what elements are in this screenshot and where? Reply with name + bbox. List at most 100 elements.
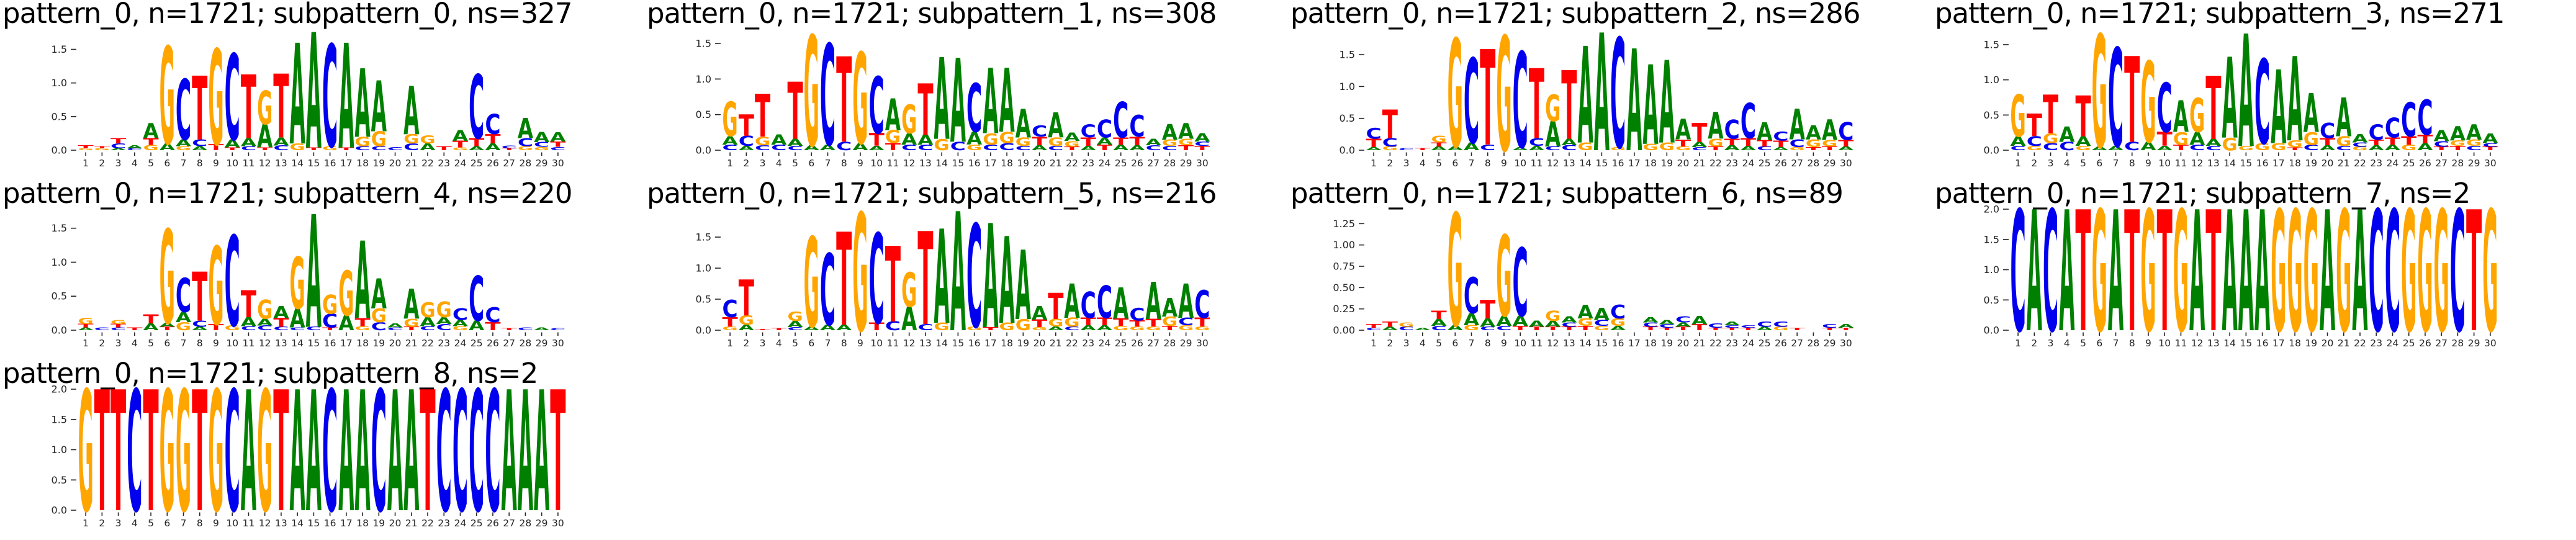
svg-text:26: 26 — [487, 338, 499, 349]
svg-text:A: A — [901, 300, 917, 338]
svg-text:G: G — [176, 320, 191, 333]
svg-text:9: 9 — [2145, 338, 2151, 349]
svg-text:A: A — [2189, 180, 2205, 360]
svg-text:G: G — [160, 360, 175, 540]
svg-text:T: T — [469, 137, 484, 149]
svg-text:G: G — [78, 148, 94, 151]
svg-text:1.0: 1.0 — [52, 444, 67, 456]
svg-text:A: A — [518, 360, 533, 540]
svg-text:T: T — [771, 328, 788, 331]
svg-text:6: 6 — [2096, 158, 2102, 169]
svg-text:17: 17 — [340, 338, 353, 349]
svg-text:A: A — [2320, 144, 2335, 152]
svg-text:11: 11 — [2175, 338, 2187, 349]
svg-text:A: A — [2108, 180, 2123, 360]
svg-text:A: A — [852, 142, 868, 153]
svg-text:A: A — [950, 35, 966, 169]
svg-text:G: G — [94, 148, 110, 151]
svg-text:A: A — [160, 142, 175, 152]
svg-text:23: 23 — [1082, 158, 1094, 169]
svg-text:A: A — [403, 73, 419, 150]
svg-text:A: A — [2238, 2, 2254, 180]
svg-text:A: A — [1162, 120, 1178, 145]
svg-text:T: T — [739, 109, 754, 143]
svg-text:T: T — [420, 360, 435, 540]
svg-text:0.5: 0.5 — [696, 294, 711, 305]
svg-text:A: A — [469, 145, 485, 151]
svg-text:A: A — [2092, 146, 2108, 151]
svg-text:G: G — [804, 214, 819, 356]
svg-text:G: G — [420, 134, 435, 146]
svg-text:18: 18 — [1001, 338, 1013, 349]
svg-text:26: 26 — [487, 158, 499, 169]
svg-text:G: G — [1382, 146, 1398, 151]
svg-text:C: C — [1757, 146, 1772, 151]
svg-text:5: 5 — [792, 158, 798, 169]
svg-text:15: 15 — [952, 158, 965, 169]
svg-text:T: T — [1194, 145, 1210, 152]
svg-text:A: A — [143, 119, 159, 143]
svg-text:G: G — [1496, 5, 1511, 180]
svg-text:C: C — [257, 324, 272, 332]
svg-text:A: A — [2369, 144, 2384, 152]
svg-text:T: T — [1659, 327, 1675, 331]
sequence-logo-plot: 0.00.51.01.51 2 3 4 5 6 7 8 9 10 11 12 13 14 15 16 17 18 1… — [1984, 2, 2499, 180]
svg-text:0.0: 0.0 — [696, 145, 711, 156]
svg-text:A: A — [723, 134, 739, 148]
svg-text:A: A — [2222, 36, 2238, 164]
svg-text:G: G — [2336, 180, 2351, 360]
svg-text:26: 26 — [1775, 338, 1787, 349]
svg-text:A: A — [1838, 146, 1854, 151]
svg-text:17: 17 — [2272, 158, 2285, 169]
svg-text:T: T — [1162, 325, 1178, 331]
svg-text:C: C — [1642, 322, 1658, 328]
svg-text:T: T — [94, 360, 110, 540]
svg-text:C: C — [485, 108, 500, 141]
svg-text:12: 12 — [1547, 158, 1559, 169]
svg-text:13: 13 — [919, 158, 932, 169]
svg-text:A: A — [241, 360, 256, 540]
svg-text:A: A — [1545, 319, 1561, 329]
svg-text:A: A — [739, 145, 755, 152]
svg-text:3: 3 — [1403, 338, 1410, 349]
svg-text:G: G — [257, 360, 272, 540]
svg-text:A: A — [1513, 313, 1529, 329]
svg-text:C: C — [469, 57, 484, 159]
svg-text:C: C — [820, 233, 835, 348]
svg-text:C: C — [1464, 35, 1479, 170]
svg-text:A: A — [2271, 50, 2286, 168]
svg-text:A: A — [885, 90, 901, 142]
svg-text:0.50: 0.50 — [1333, 282, 1355, 294]
svg-text:11: 11 — [2175, 158, 2187, 169]
svg-text:9: 9 — [213, 338, 219, 349]
svg-text:T: T — [1724, 137, 1740, 148]
svg-text:A: A — [160, 322, 176, 328]
svg-text:G: G — [787, 310, 803, 324]
svg-text:C: C — [1724, 325, 1740, 328]
svg-text:A: A — [1178, 120, 1194, 145]
svg-text:T: T — [1691, 119, 1708, 149]
svg-text:C: C — [453, 305, 468, 323]
svg-text:C: C — [2254, 37, 2270, 171]
logo-subplot-7: pattern_0, n=1721; subpattern_7, ns=2 0.… — [1932, 178, 2576, 360]
svg-text:C: C — [917, 322, 933, 332]
svg-text:2: 2 — [2031, 338, 2037, 349]
svg-text:3: 3 — [115, 518, 122, 529]
svg-text:G: G — [78, 316, 94, 326]
svg-text:G: G — [257, 83, 272, 136]
svg-text:G: G — [2401, 143, 2416, 152]
svg-text:2.0: 2.0 — [1984, 204, 1999, 215]
svg-text:1.0: 1.0 — [1984, 74, 1999, 86]
svg-text:17: 17 — [340, 518, 353, 529]
svg-text:6: 6 — [808, 338, 814, 349]
svg-text:A: A — [2417, 142, 2433, 153]
svg-text:C: C — [2385, 180, 2400, 360]
svg-text:23: 23 — [438, 158, 450, 169]
svg-text:4: 4 — [2064, 158, 2070, 169]
svg-text:5: 5 — [148, 338, 154, 349]
svg-text:A: A — [257, 317, 272, 328]
svg-text:A: A — [1642, 316, 1658, 324]
svg-text:22: 22 — [1066, 158, 1078, 169]
svg-text:A: A — [836, 323, 852, 332]
svg-text:12: 12 — [1547, 338, 1559, 349]
